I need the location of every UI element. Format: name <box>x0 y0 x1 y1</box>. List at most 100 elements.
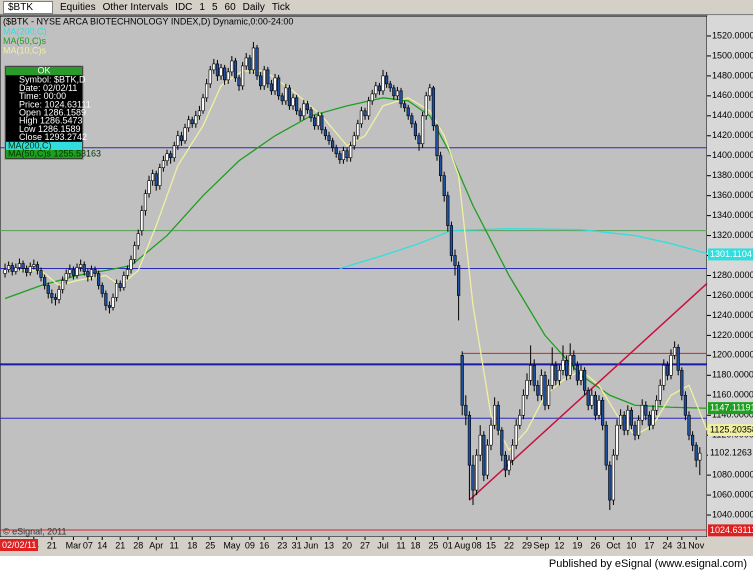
price-label-box <box>708 402 753 415</box>
candle-body <box>586 389 590 406</box>
x-tick-label: 23 <box>277 540 287 550</box>
candle-body <box>413 123 418 137</box>
candle-body <box>305 103 310 111</box>
candle-body <box>568 355 572 376</box>
candle-body <box>266 69 270 85</box>
candle-body <box>136 233 140 246</box>
x-tick-label: Nov <box>688 540 705 550</box>
candle-body <box>298 110 302 117</box>
candle-body <box>71 269 76 276</box>
candle-body <box>309 109 313 119</box>
candle-body <box>363 110 367 117</box>
toolbar-item[interactable]: 60 <box>224 1 236 13</box>
toolbar-item[interactable]: Daily <box>242 1 265 13</box>
info-row: MA(50,C)s 1255.53163 <box>8 148 101 158</box>
candle-body <box>25 268 29 273</box>
candle-body <box>428 87 432 97</box>
y-tick-label: 1360.0000 <box>712 190 753 200</box>
candle-body <box>118 283 122 288</box>
y-tick-label: 1420.0000 <box>712 130 753 140</box>
candle-body <box>633 424 637 436</box>
candle-body <box>255 47 259 77</box>
info-row-bg <box>6 141 82 150</box>
toolbar-item[interactable]: IDC <box>175 1 193 13</box>
candle-body <box>17 263 22 268</box>
candle-body <box>467 414 472 466</box>
candle-body <box>316 115 320 127</box>
candle-body <box>82 264 86 272</box>
candle-body <box>61 280 65 290</box>
x-tick-label: 08 <box>472 540 482 550</box>
x-tick-label: 27 <box>360 540 370 550</box>
candle-body <box>97 273 101 286</box>
candle-body <box>39 270 43 278</box>
candle-body <box>662 365 666 386</box>
candle-body <box>43 277 47 286</box>
x-tick-label: 11 <box>396 540 405 550</box>
toolbar-item[interactable]: Tick <box>271 1 290 13</box>
toolbar-item[interactable]: 5 <box>211 1 218 13</box>
candle-body <box>590 394 594 406</box>
y-tick-label: 1460.0000 <box>712 90 753 100</box>
candle-body <box>251 47 256 71</box>
candle-body <box>575 365 580 381</box>
candle-body <box>417 135 421 145</box>
price-label-box <box>708 524 753 537</box>
symbol-box[interactable]: $BTK <box>3 0 53 14</box>
candle-body <box>655 399 659 411</box>
candle-body <box>683 394 688 416</box>
candle-body <box>75 267 79 276</box>
footer: Published by eSignal (www.esignal.com) <box>0 556 753 572</box>
candle-body <box>421 115 425 145</box>
candle-body <box>457 265 461 296</box>
candle-body <box>665 365 670 376</box>
candle-body <box>179 135 184 142</box>
y-tick-label: 1180.0000 <box>712 370 753 380</box>
candle-body <box>79 264 83 268</box>
price-label: 1301.1104 <box>710 249 752 259</box>
info-row: High 1286.5473 <box>19 116 83 126</box>
candle-body <box>554 365 558 381</box>
candle-body <box>658 384 662 401</box>
info-header: OK <box>37 65 50 75</box>
candle-body <box>557 370 562 381</box>
candle-body <box>475 454 479 491</box>
y-tick-label: 1040.0000 <box>712 509 753 519</box>
y-tick-label: 1340.0000 <box>712 210 753 220</box>
candle-body <box>273 77 277 92</box>
candle-body <box>215 63 220 77</box>
x-tick-label: 18 <box>187 540 197 550</box>
candle-body <box>676 347 680 371</box>
candle-body <box>237 77 241 87</box>
candle-body <box>320 115 324 131</box>
info-row: Price: 1024.63111 <box>19 99 91 109</box>
x-tick-label: 01 <box>443 540 453 550</box>
toolbar-item[interactable]: Other Intervals <box>102 1 169 13</box>
x-tick-label: 07 <box>83 540 93 550</box>
candle-body <box>381 75 385 92</box>
candle-body <box>100 285 104 294</box>
toolbar-item[interactable]: 1 <box>199 1 205 13</box>
candle-body <box>122 275 126 288</box>
x-tick-label: May <box>223 540 241 550</box>
candle-body <box>493 404 497 426</box>
candle-body <box>680 370 684 396</box>
x-tick-label: Mar <box>66 540 82 550</box>
candle-body <box>406 107 410 117</box>
candle-body <box>691 434 695 446</box>
toolbar-item[interactable]: Equities <box>60 1 96 13</box>
candle-body <box>392 87 396 97</box>
moving-average <box>5 70 708 452</box>
candle-body <box>313 117 317 127</box>
candle-body <box>248 57 252 71</box>
candle-body <box>449 225 454 256</box>
candle-body <box>244 57 248 67</box>
candle-body <box>359 110 364 125</box>
candle-body <box>53 297 58 300</box>
candle-body <box>352 135 356 147</box>
info-row: Date: 02/02/11 <box>19 83 77 93</box>
candle-body <box>471 464 475 491</box>
candle-body <box>615 424 619 456</box>
candle-body <box>687 414 691 436</box>
price-label: 1024.63111 <box>710 525 753 535</box>
